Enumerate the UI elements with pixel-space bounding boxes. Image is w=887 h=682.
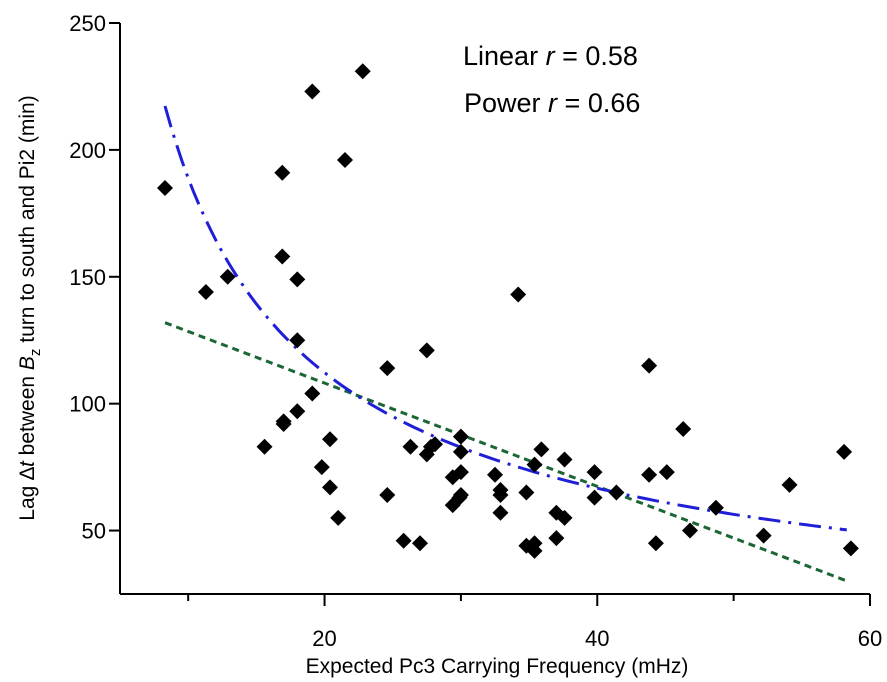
- data-point: [274, 164, 291, 181]
- data-point: [842, 540, 859, 557]
- y-axis-title: Lag ∆t between Bz turn to south and Pi2 …: [16, 95, 44, 520]
- y-title-post: turn to south and Pi2 (min): [16, 95, 39, 348]
- data-point: [658, 464, 675, 481]
- data-point: [586, 464, 603, 481]
- data-point: [675, 421, 692, 438]
- x-axis-title: Expected Pc3 Carrying Frequency (mHz): [306, 655, 689, 678]
- data-point: [337, 152, 353, 169]
- data-point: [313, 459, 330, 476]
- data-point: [322, 479, 338, 496]
- annot-power-var: r: [548, 88, 558, 118]
- data-point: [354, 63, 371, 80]
- data-point: [219, 268, 236, 285]
- x-tick-label: 40: [585, 626, 609, 651]
- data-point: [157, 179, 173, 196]
- data-point: [836, 443, 853, 460]
- annot-linear-var: r: [546, 41, 556, 71]
- data-point: [256, 438, 273, 455]
- data-point: [707, 499, 724, 516]
- data-point: [682, 522, 698, 539]
- data-point: [526, 535, 543, 552]
- axes: [119, 23, 870, 595]
- linear-fit-line: [164, 321, 848, 583]
- data-point: [322, 431, 338, 448]
- data-point: [304, 385, 321, 402]
- data-point: [304, 83, 321, 100]
- annot-linear-prefix: Linear: [463, 41, 546, 71]
- fit-lines: [163, 105, 848, 583]
- data-point: [427, 436, 443, 453]
- data-point: [510, 286, 527, 303]
- y-title-pre: Lag: [16, 480, 39, 521]
- data-point: [289, 403, 306, 420]
- data-point: [518, 484, 535, 501]
- y-tick-label: 150: [69, 265, 106, 290]
- annotation-power-r: Power r = 0.66: [464, 88, 640, 118]
- annot-power-prefix: Power: [464, 88, 548, 118]
- data-point: [608, 484, 625, 501]
- y-title-b: B: [16, 356, 39, 370]
- data-point: [586, 489, 603, 506]
- y-tick-label: 250: [69, 11, 106, 36]
- data-point: [275, 415, 292, 432]
- data-point: [533, 441, 550, 458]
- y-ticks: 50 100 150 200 250: [69, 11, 120, 544]
- data-point: [755, 527, 772, 544]
- data-point: [647, 535, 664, 552]
- data-point: [418, 342, 435, 359]
- data-point: [556, 451, 573, 468]
- data-point: [492, 487, 509, 504]
- y-tick-label: 200: [69, 138, 106, 163]
- data-point: [379, 487, 396, 504]
- data-point: [641, 357, 658, 374]
- data-point: [197, 284, 214, 301]
- data-point: [379, 360, 396, 377]
- y-title-sub: z: [27, 349, 44, 357]
- x-tick-label: 20: [312, 626, 336, 651]
- data-point: [641, 466, 658, 483]
- y-tick-label: 100: [69, 392, 106, 417]
- data-point: [556, 509, 573, 526]
- data-point: [452, 487, 469, 504]
- y-title-mid: between: [16, 370, 39, 461]
- y-title-t: t: [16, 460, 39, 467]
- data-point: [492, 504, 509, 521]
- annot-linear-suffix: = 0.58: [555, 41, 638, 71]
- data-point: [452, 443, 469, 460]
- x-tick-label: 60: [858, 626, 882, 651]
- data-point: [289, 332, 306, 349]
- data-point: [452, 464, 469, 481]
- power-fit-line: [163, 105, 847, 532]
- data-point: [412, 535, 428, 552]
- y-tick-label: 50: [82, 519, 106, 544]
- data-point: [289, 271, 306, 288]
- y-title-delta: ∆: [16, 467, 39, 480]
- data-point: [487, 466, 503, 483]
- data-point: [274, 248, 291, 265]
- data-point: [526, 456, 543, 473]
- data-point: [395, 532, 412, 549]
- x-ticks: 20 40 60: [187, 594, 882, 651]
- data-point: [330, 509, 347, 526]
- data-point: [548, 530, 565, 547]
- data-point: [781, 476, 798, 493]
- annot-power-suffix: = 0.66: [557, 88, 640, 118]
- data-point: [402, 438, 419, 455]
- annotation-linear-r: Linear r = 0.58: [463, 41, 638, 71]
- data-point: [452, 428, 469, 445]
- data-points: [157, 63, 859, 559]
